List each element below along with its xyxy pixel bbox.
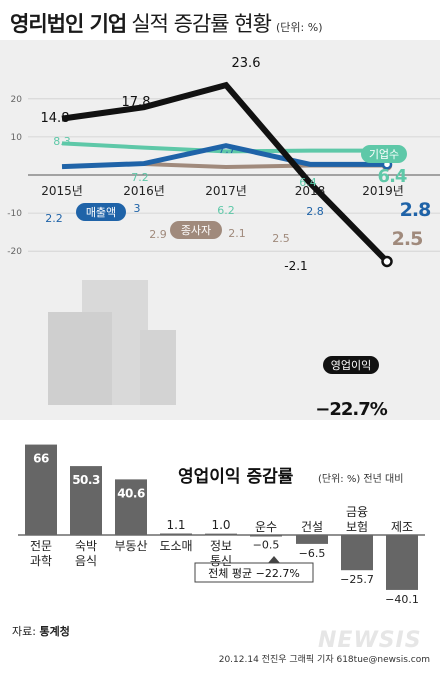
bar bbox=[160, 533, 192, 535]
svg-text:전체 평균 −22.7%: 전체 평균 −22.7% bbox=[208, 567, 300, 580]
title-bold: 영리법인 기업 bbox=[10, 12, 127, 36]
bar bbox=[296, 535, 328, 544]
bar-value-label: −40.1 bbox=[385, 593, 419, 606]
data-label-sales: 2.8 bbox=[306, 205, 324, 218]
series-line-sales bbox=[61, 143, 387, 170]
bar-value-label: 40.6 bbox=[117, 486, 145, 500]
data-label-employees: 2.9 bbox=[149, 228, 167, 241]
category-label: 부동산 bbox=[114, 539, 147, 553]
source-label: 자료: bbox=[12, 625, 36, 638]
x-tick-label: 2015년 bbox=[41, 184, 83, 198]
category-label: 보험 bbox=[346, 520, 368, 534]
bar-value-label: −25.7 bbox=[340, 573, 374, 586]
svg-text:영업이익: 영업이익 bbox=[331, 359, 371, 372]
series-line-companies bbox=[61, 141, 387, 154]
average-callout: 전체 평균 −22.7% bbox=[194, 556, 314, 583]
bar bbox=[25, 444, 57, 535]
svg-text:종사자: 종사자 bbox=[181, 224, 211, 237]
series-tag-sales: 매출액 bbox=[76, 203, 126, 221]
svg-text:매출액: 매출액 bbox=[86, 206, 116, 219]
data-label-op: 17.8 bbox=[122, 95, 151, 110]
data-label-employees: 2.1 bbox=[228, 227, 246, 240]
bar-value-label: −6.5 bbox=[299, 547, 326, 560]
bar bbox=[386, 535, 418, 590]
category-label: 정보 bbox=[210, 539, 232, 553]
bar-value-label: 66 bbox=[33, 452, 49, 466]
category-label: 건설 bbox=[301, 520, 323, 534]
bar bbox=[250, 535, 282, 537]
series-tag-companies: 기업수 bbox=[361, 145, 407, 163]
category-label: 운수 bbox=[255, 520, 277, 534]
bar-chart-title: 영업이익 증감률 bbox=[178, 467, 294, 487]
category-label: 음식 bbox=[75, 554, 97, 568]
category-label: 숙박 bbox=[75, 539, 97, 553]
data-label-op: 23.6 bbox=[232, 56, 261, 71]
bar bbox=[115, 479, 147, 535]
series-tag-employees: 종사자 bbox=[170, 221, 222, 239]
y-tick-label: -10 bbox=[7, 209, 22, 219]
bar bbox=[70, 466, 102, 535]
watermark-logo: NEWSIS bbox=[318, 628, 422, 653]
category-label: 통신 bbox=[210, 554, 232, 568]
y-tick-label: 20 bbox=[11, 95, 23, 105]
title-light: 실적 증감률 현황 bbox=[131, 12, 272, 36]
category-label: 도소매 bbox=[159, 539, 192, 553]
data-label-sales: 3 bbox=[134, 202, 141, 215]
y-tick-label: 10 bbox=[11, 133, 23, 143]
data-label-sales: 2.2 bbox=[45, 212, 63, 225]
bar-value-label: 50.3 bbox=[72, 473, 100, 487]
source-name: 통계청 bbox=[39, 625, 70, 638]
data-label-sales: 2.8 bbox=[400, 199, 431, 221]
data-label-employees: 2.5 bbox=[392, 228, 423, 250]
data-label-op: -2.1 bbox=[284, 259, 307, 273]
category-label: 전문 bbox=[30, 539, 52, 553]
category-label: 과학 bbox=[30, 554, 52, 568]
data-label-companies: 8.3 bbox=[53, 135, 71, 148]
title-unit: (단위: %) bbox=[276, 21, 323, 34]
page-title: 영리법인 기업 실적 증감률 현황 (단위: %) bbox=[10, 8, 323, 38]
data-label-companies: 6.2 bbox=[217, 204, 235, 217]
data-label-sales: 7.7 bbox=[218, 143, 236, 156]
bar-value-label: 1.0 bbox=[211, 518, 230, 532]
category-label: 제조 bbox=[391, 520, 413, 534]
source-note: 자료: 통계청 bbox=[12, 623, 70, 639]
category-label: 금융 bbox=[346, 505, 368, 519]
x-tick-label: 2019년 bbox=[362, 184, 404, 198]
data-label-employees: 2.5 bbox=[272, 232, 290, 245]
y-tick-label: -20 bbox=[7, 247, 22, 257]
bar bbox=[205, 533, 237, 536]
bar-chart-unit: (단위: %) 전년 대비 bbox=[318, 472, 403, 485]
data-label-op: −22.7% bbox=[315, 399, 387, 420]
credit-line: 20.12.14 전진우 그래픽 기자 618tue@newsis.com bbox=[218, 655, 430, 665]
series-tag-op: 영업이익 bbox=[323, 356, 379, 374]
buildings-illustration bbox=[48, 280, 176, 405]
bar-value-label: 1.1 bbox=[166, 518, 185, 532]
bar-value-label: −0.5 bbox=[253, 539, 280, 552]
x-tick-label: 2017년 bbox=[205, 184, 247, 198]
data-label-op: 14.8 bbox=[41, 111, 70, 126]
svg-text:기업수: 기업수 bbox=[369, 148, 399, 161]
data-label-companies: 6.4 bbox=[378, 166, 407, 187]
series-line-op bbox=[61, 81, 390, 264]
x-tick-label: 2016년 bbox=[123, 184, 165, 198]
data-label-companies: 6.4 bbox=[299, 176, 317, 189]
bar bbox=[341, 535, 373, 571]
data-label-companies: 7.2 bbox=[131, 171, 149, 184]
end-point bbox=[381, 255, 393, 268]
industry-bar-chart: 영업이익 증감률 (단위: %) 전년 대비 66 50.3 40.6 1.1 1.0 −0… bbox=[18, 444, 425, 606]
